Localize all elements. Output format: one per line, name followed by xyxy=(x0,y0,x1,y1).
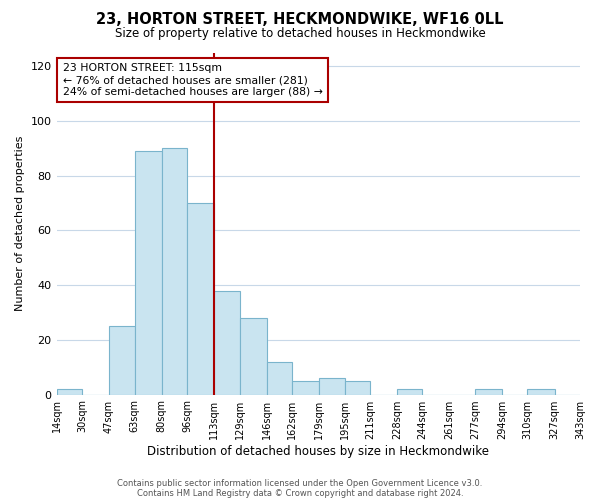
Bar xyxy=(527,389,554,394)
Bar xyxy=(344,381,370,394)
Bar xyxy=(266,362,292,394)
Text: Size of property relative to detached houses in Heckmondwike: Size of property relative to detached ho… xyxy=(115,28,485,40)
Bar xyxy=(239,318,266,394)
Text: 23 HORTON STREET: 115sqm
← 76% of detached houses are smaller (281)
24% of semi-: 23 HORTON STREET: 115sqm ← 76% of detach… xyxy=(63,64,323,96)
Bar xyxy=(319,378,344,394)
Text: Contains HM Land Registry data © Crown copyright and database right 2024.: Contains HM Land Registry data © Crown c… xyxy=(137,488,463,498)
Bar xyxy=(56,389,82,394)
Bar xyxy=(109,326,134,394)
Bar xyxy=(397,389,422,394)
Bar xyxy=(187,203,214,394)
Bar xyxy=(475,389,502,394)
Text: 23, HORTON STREET, HECKMONDWIKE, WF16 0LL: 23, HORTON STREET, HECKMONDWIKE, WF16 0L… xyxy=(96,12,504,28)
Y-axis label: Number of detached properties: Number of detached properties xyxy=(15,136,25,311)
X-axis label: Distribution of detached houses by size in Heckmondwike: Distribution of detached houses by size … xyxy=(147,444,489,458)
Text: Contains public sector information licensed under the Open Government Licence v3: Contains public sector information licen… xyxy=(118,478,482,488)
Bar xyxy=(214,290,239,395)
Bar xyxy=(292,381,319,394)
Bar xyxy=(134,151,161,394)
Bar xyxy=(161,148,187,394)
